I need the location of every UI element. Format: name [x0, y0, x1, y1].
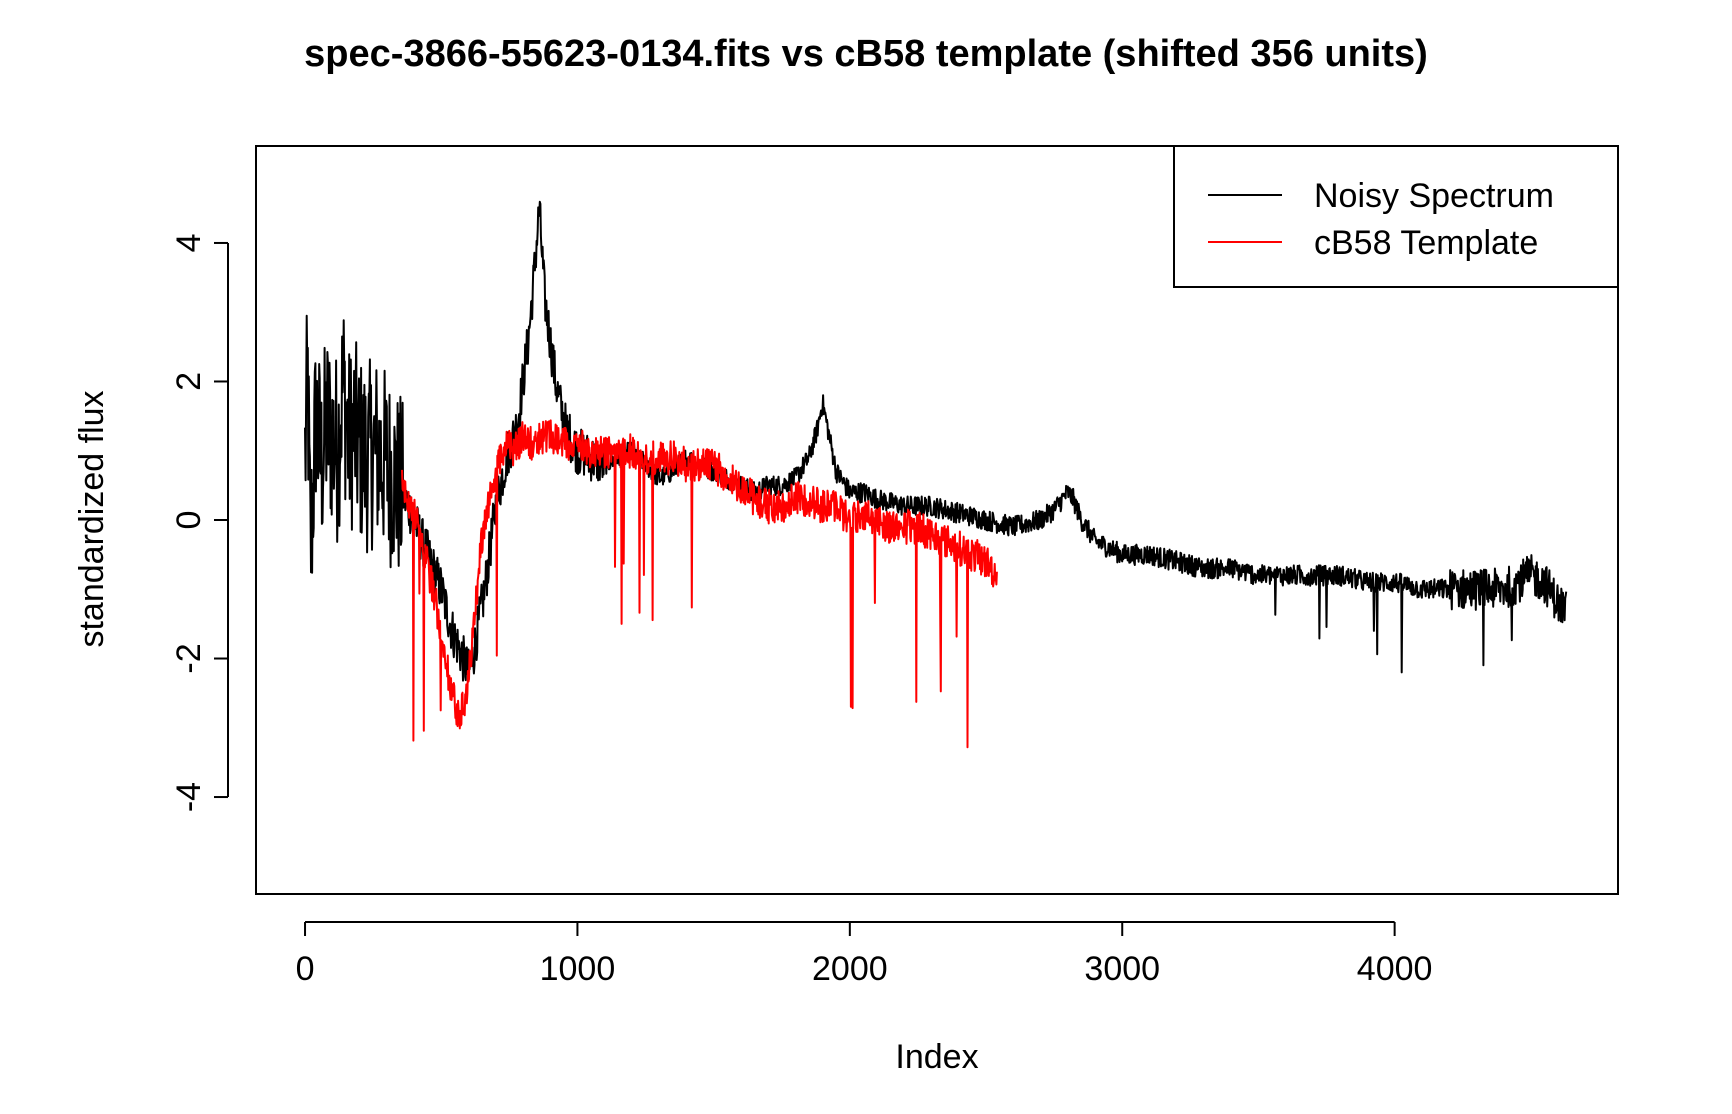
y-tick-label: 2	[170, 372, 208, 391]
series-line-cb58-template	[401, 419, 998, 749]
legend-box	[1173, 145, 1619, 288]
y-tick-label: -4	[170, 782, 208, 812]
y-tick-label: -2	[170, 643, 208, 673]
plot-area	[255, 145, 1619, 895]
x-tick-label: 0	[296, 950, 315, 988]
y-tick-label: 0	[170, 511, 208, 530]
plot-frame	[255, 145, 1619, 895]
legend: Noisy Spectrum cB58 Template	[1173, 145, 1619, 288]
y-tick-label: 4	[170, 234, 208, 253]
legend-label: Noisy Spectrum	[1314, 177, 1554, 215]
y-axis: -4 -2 0 2 4	[170, 234, 229, 812]
x-tick-label: 4000	[1357, 950, 1433, 988]
x-tick-label: 2000	[812, 950, 888, 988]
legend-label: cB58 Template	[1314, 224, 1538, 262]
x-tick-label: 3000	[1084, 950, 1160, 988]
chart-title: spec-3866-55623-0134.fits vs cB58 templa…	[304, 33, 1428, 75]
y-axis-label: standardized flux	[73, 390, 111, 647]
x-axis-label: Index	[895, 1038, 978, 1076]
x-axis: 0 1000 2000 3000 4000	[296, 921, 1433, 988]
x-tick-label: 1000	[540, 950, 616, 988]
